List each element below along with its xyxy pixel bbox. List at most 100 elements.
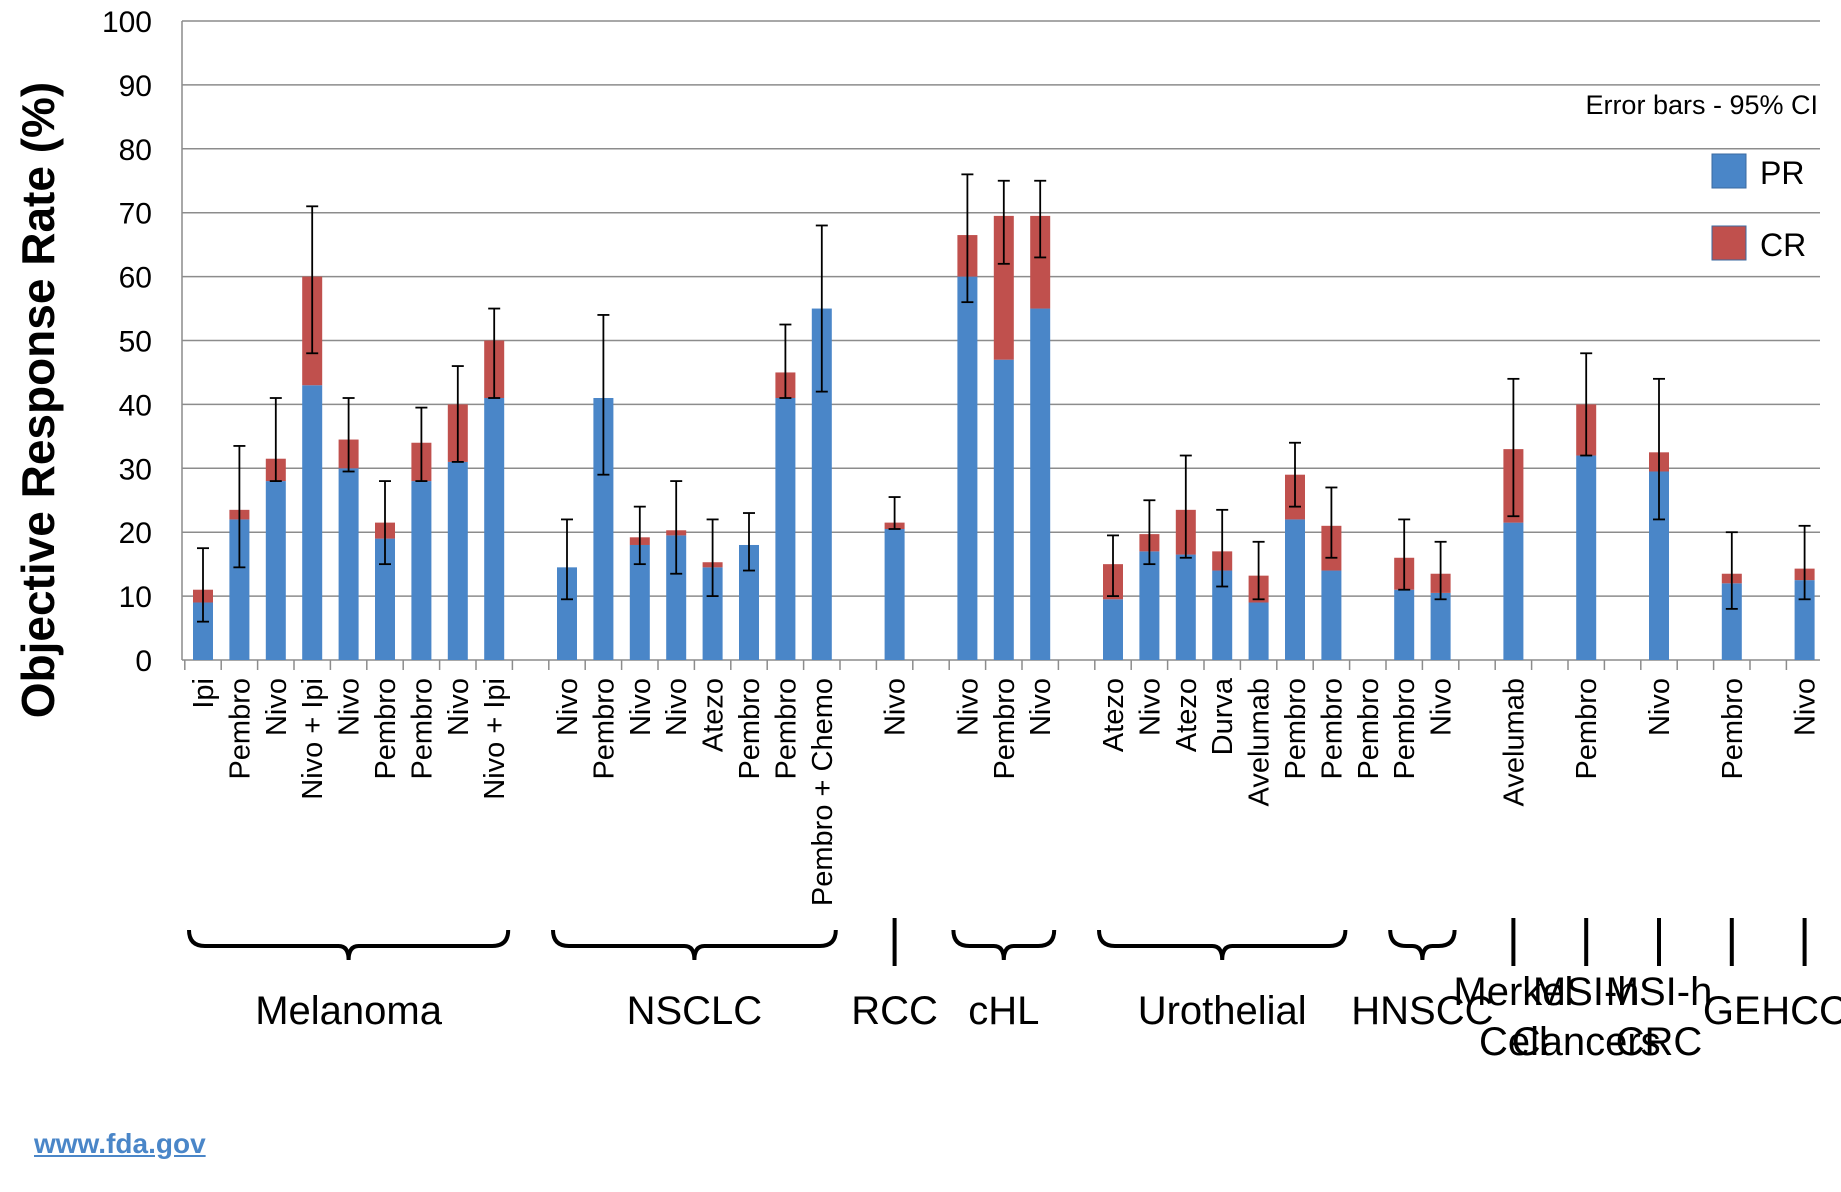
group-label: CRC: [1616, 1020, 1703, 1064]
group-label: Cancers: [1512, 1020, 1661, 1064]
group-bracket: [1097, 929, 1348, 961]
y-tick-label: 30: [119, 453, 152, 486]
x-tick-label: Ipi: [188, 678, 220, 709]
y-tick-label: 10: [119, 581, 152, 614]
y-tick-label: 50: [119, 326, 152, 359]
bar-pr: [1248, 602, 1269, 660]
group-label: MSI-h: [1606, 970, 1713, 1014]
group-label: Urothelial: [1138, 989, 1307, 1033]
x-tick-label: Nivo: [1426, 678, 1458, 736]
y-tick-label: 0: [135, 645, 152, 678]
bar-pr: [557, 567, 577, 660]
x-tick-label: Nivo: [880, 678, 912, 736]
x-tick-label: Pembro + Chemo: [807, 678, 839, 906]
x-tick-label: Pembro: [406, 678, 438, 780]
legend-label: PR: [1760, 155, 1804, 191]
x-tick-label: Pembro: [588, 678, 620, 780]
x-tick-label: Pembro: [770, 678, 802, 780]
bar-pr: [229, 519, 250, 660]
group-label: RCC: [851, 989, 938, 1033]
group-bracket: [951, 929, 1057, 961]
x-tick-label: Nivo: [334, 678, 366, 736]
x-tick-label: Atezo: [1098, 678, 1130, 752]
x-tick-label: Pembro: [370, 678, 402, 780]
bar-pr: [666, 535, 687, 660]
x-tick-label: Nivo: [625, 678, 657, 736]
bar-pr: [739, 544, 759, 660]
x-tick-label: Durva: [1207, 677, 1239, 755]
group-bracket: [551, 929, 838, 961]
legend-swatch: [1711, 153, 1747, 189]
bar-pr: [302, 385, 323, 660]
group-label: Cell: [1479, 1020, 1548, 1064]
bar-pr: [993, 359, 1014, 660]
y-tick-label: 60: [119, 262, 152, 295]
error-bar-note: Error bars - 95% CI: [1585, 90, 1818, 120]
bar-pr: [1030, 308, 1051, 660]
x-tick-label: Avelumab: [1244, 678, 1276, 806]
x-tick-label: Pembro: [1316, 678, 1348, 780]
group-label: GE: [1703, 989, 1761, 1033]
legend-swatch: [1711, 225, 1747, 261]
group-label: NSCLC: [627, 989, 763, 1033]
group-label: Merkel: [1453, 970, 1573, 1014]
x-tick-label: Pembro: [1571, 678, 1603, 780]
x-tick-label: Nivo: [1644, 678, 1676, 736]
x-tick-label: Nivo: [1025, 678, 1057, 736]
y-tick-label: 80: [119, 134, 152, 167]
x-tick-label: Avelumab: [1498, 678, 1530, 806]
bar-pr: [811, 308, 832, 660]
bar-pr: [193, 602, 213, 660]
x-tick-label: Nivo: [1790, 678, 1822, 736]
group-label: cHL: [968, 989, 1039, 1033]
group-label: HCC: [1761, 989, 1841, 1033]
bar-pr: [1212, 570, 1233, 660]
x-tick-label: Atezo: [698, 678, 730, 752]
bar-pr: [447, 461, 468, 660]
x-tick-label: Pembro: [1353, 678, 1385, 780]
x-tick-label: Nivo + Ipi: [479, 678, 511, 800]
source-link[interactable]: www.fda.gov: [34, 1128, 206, 1159]
x-tick-label: Nivo: [443, 678, 475, 736]
x-tick-label: Nivo: [661, 678, 693, 736]
y-tick-label: 100: [102, 6, 152, 39]
x-tick-label: Pembro: [224, 678, 256, 780]
bar-pr: [265, 481, 286, 660]
group-bracket: [1388, 929, 1457, 961]
x-tick-label: Atezo: [1171, 678, 1203, 752]
bar-cr: [993, 215, 1014, 360]
bar-pr: [775, 398, 796, 660]
bar-pr: [957, 276, 978, 660]
bar-pr: [1175, 554, 1196, 660]
group-label: MSI-h: [1533, 970, 1640, 1014]
bar-pr: [1394, 589, 1415, 660]
x-tick-label: Pembro: [734, 678, 766, 780]
bar-pr: [338, 468, 359, 660]
bar-pr: [1285, 519, 1305, 660]
bar-pr: [884, 529, 905, 660]
bar-pr: [1321, 570, 1342, 660]
y-tick-label: 70: [119, 198, 152, 231]
bar-pr: [1430, 592, 1451, 660]
y-tick-label: 40: [119, 389, 152, 422]
bar-pr: [375, 538, 395, 660]
x-tick-label: Nivo: [952, 678, 984, 736]
bar-pr: [411, 481, 432, 660]
x-tick-label: Pembro: [1389, 678, 1421, 780]
bar-cr: [1030, 215, 1051, 309]
bar-pr: [702, 567, 723, 660]
y-tick-label: 20: [119, 517, 152, 550]
bar-pr: [1103, 599, 1123, 660]
bar-pr: [593, 398, 614, 660]
x-tick-label: Pembro: [1717, 678, 1749, 780]
bar-pr: [1721, 583, 1742, 660]
legend-label: CR: [1760, 227, 1806, 263]
group-label: HNSCC: [1351, 989, 1493, 1033]
y-tick-label: 90: [119, 70, 152, 103]
x-tick-label: Pembro: [989, 678, 1021, 780]
bar-pr: [629, 544, 650, 660]
x-tick-label: Nivo: [552, 678, 584, 736]
bar-pr: [1503, 522, 1524, 660]
